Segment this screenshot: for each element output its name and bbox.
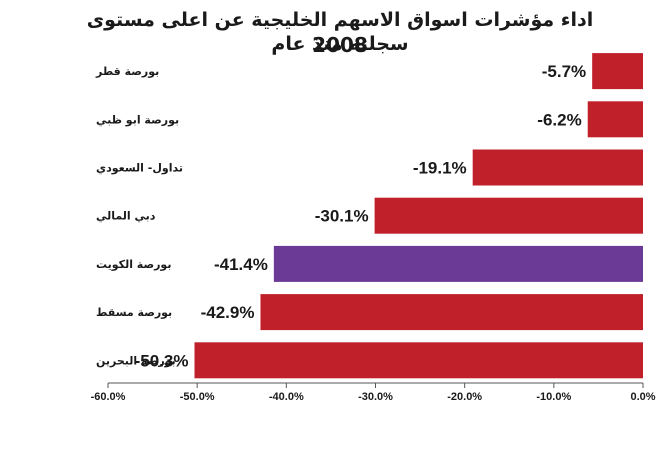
category-label: بورصة ابو ظبي xyxy=(96,113,179,126)
value-label: -50.3% xyxy=(135,351,189,370)
x-tick-label: -40.0% xyxy=(269,391,304,403)
value-label: -6.2% xyxy=(537,110,581,129)
value-label: -19.1% xyxy=(413,159,467,178)
category-label: بورصة البحرين xyxy=(96,354,176,367)
x-tick-label: -20.0% xyxy=(447,391,482,403)
value-label: -41.4% xyxy=(214,255,268,274)
x-tick-label: -60.0% xyxy=(91,391,126,403)
chart-subtitle: 2008 xyxy=(312,33,368,57)
category-label: بورصة مسقط xyxy=(96,306,172,319)
category-label: دبي المالي xyxy=(96,210,156,223)
bar xyxy=(273,245,643,282)
bar xyxy=(194,342,643,379)
bar xyxy=(592,53,643,90)
value-label: -5.7% xyxy=(542,62,586,81)
bar xyxy=(587,101,643,138)
value-label: -42.9% xyxy=(201,303,255,322)
x-tick-label: -10.0% xyxy=(536,391,571,403)
bars xyxy=(194,53,643,379)
chart-title: اداء مؤشرات اسواق الاسهم الخليجية عن اعل… xyxy=(86,9,594,55)
x-axis: -60.0% -50.0% -40.0% -30.0% -20.0% -10.0% 0.0% xyxy=(91,382,656,403)
value-label: -30.1% xyxy=(315,207,369,226)
x-tick-label: -30.0% xyxy=(358,391,393,403)
x-tick-label: 0.0% xyxy=(630,391,655,403)
category-label: بورصة قطر xyxy=(95,65,159,78)
x-tick-label: -50.0% xyxy=(180,391,215,403)
bar xyxy=(472,149,643,186)
category-label: بورصة الكويت xyxy=(96,258,171,271)
bar xyxy=(260,294,643,331)
category-label: تداول- السعودي xyxy=(96,162,183,175)
bar xyxy=(374,197,643,234)
category-labels: بورصة قطر بورصة ابو ظبي تداول- السعودي دبي … xyxy=(95,65,183,367)
value-labels: -5.7% -6.2% -19.1% -30.1% -41.4% -42.9% -50.3% xyxy=(135,62,587,370)
